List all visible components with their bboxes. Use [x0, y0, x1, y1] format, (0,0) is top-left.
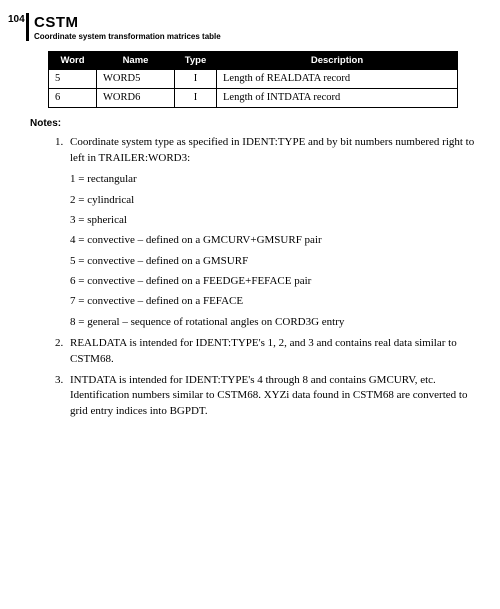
notes-list: Coordinate system type as specified in I…: [30, 135, 478, 419]
cell-word: 5: [49, 70, 97, 89]
sub-item: 5 = convective – defined on a GMSURF: [70, 254, 478, 269]
sub-item: 2 = cylindrical: [70, 193, 478, 208]
col-header-name: Name: [97, 52, 175, 70]
notes-label: Notes:: [30, 118, 478, 129]
page-number: 104: [8, 14, 25, 25]
note-text: Coordinate system type as specified in I…: [70, 136, 474, 163]
sub-item: 1 = rectangular: [70, 172, 478, 187]
cell-desc: Length of INTDATA record: [217, 89, 458, 108]
sub-item: 6 = convective – defined on a FEEDGE+FEF…: [70, 274, 478, 289]
note-text: REALDATA is intended for IDENT:TYPE's 1,…: [70, 337, 457, 364]
note-item: REALDATA is intended for IDENT:TYPE's 1,…: [66, 336, 478, 367]
cell-desc: Length of REALDATA record: [217, 70, 458, 89]
cell-name: WORD5: [97, 70, 175, 89]
table-row: 5 WORD5 I Length of REALDATA record: [49, 70, 458, 89]
cell-type: I: [175, 89, 217, 108]
header-subtitle: Coordinate system transformation matrice…: [34, 32, 478, 41]
table-row: 6 WORD6 I Length of INTDATA record: [49, 89, 458, 108]
page-header: 104 CSTM Coordinate system transformatio…: [30, 14, 478, 41]
table-header-row: Word Name Type Description: [49, 52, 458, 70]
cell-word: 6: [49, 89, 97, 108]
col-header-word: Word: [49, 52, 97, 70]
cell-type: I: [175, 70, 217, 89]
data-table: Word Name Type Description 5 WORD5 I Len…: [48, 51, 458, 108]
sub-item: 7 = convective – defined on a FEFACE: [70, 294, 478, 309]
col-header-type: Type: [175, 52, 217, 70]
note-sub-items: 1 = rectangular 2 = cylindrical 3 = sphe…: [70, 172, 478, 330]
cell-name: WORD6: [97, 89, 175, 108]
note-text: INTDATA is intended for IDENT:TYPE's 4 t…: [70, 374, 467, 417]
sub-item: 3 = spherical: [70, 213, 478, 228]
sub-item: 8 = general – sequence of rotational ang…: [70, 315, 478, 330]
note-item: Coordinate system type as specified in I…: [66, 135, 478, 330]
header-rule: [26, 13, 29, 41]
note-item: INTDATA is intended for IDENT:TYPE's 4 t…: [66, 373, 478, 419]
header-title: CSTM: [34, 14, 478, 31]
sub-item: 4 = convective – defined on a GMCURV+GMS…: [70, 233, 478, 248]
col-header-desc: Description: [217, 52, 458, 70]
